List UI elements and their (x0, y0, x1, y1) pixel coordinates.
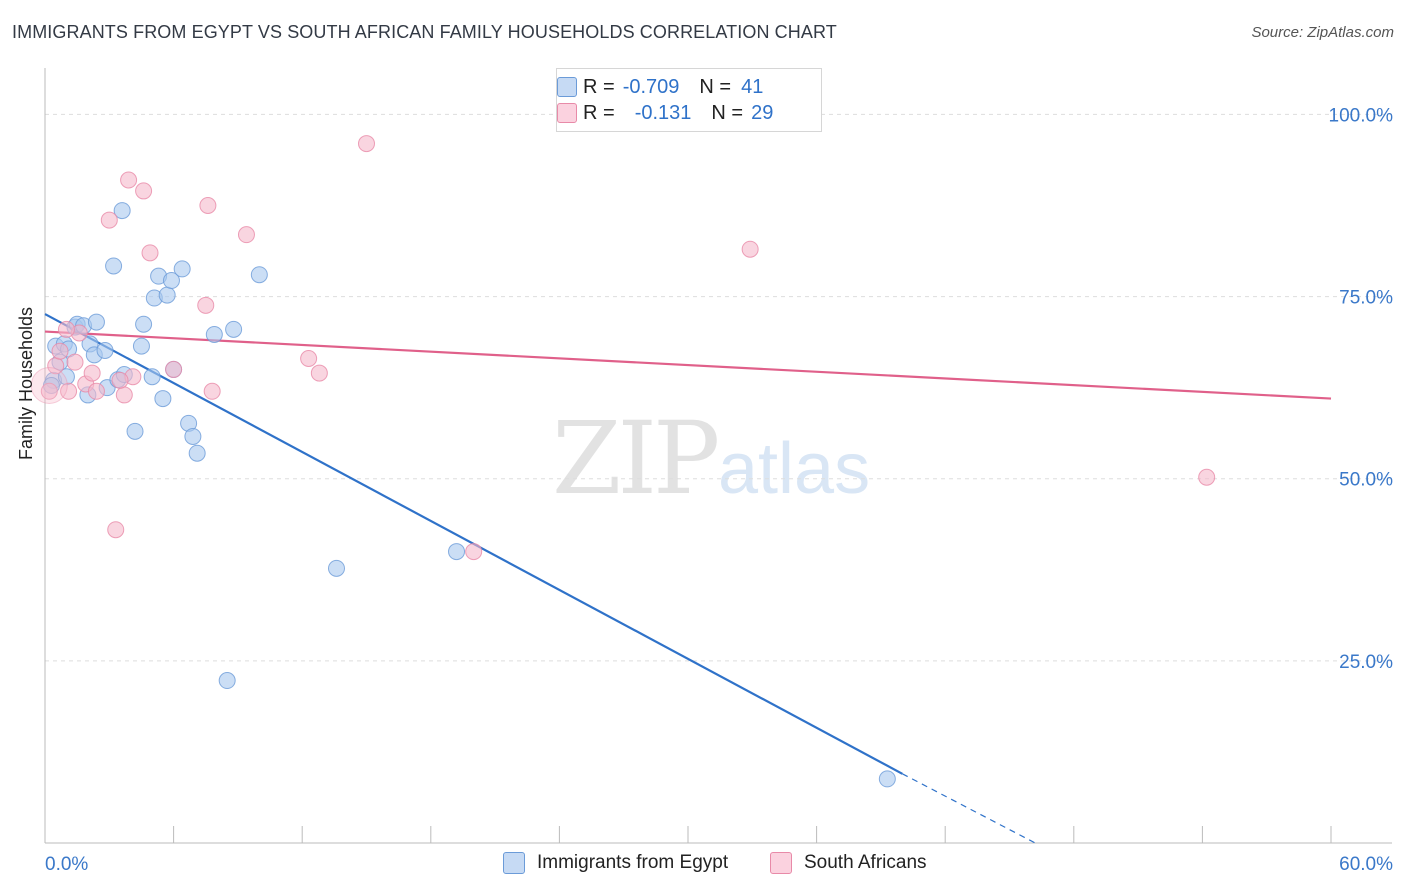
trend-line-egypt-extension (902, 773, 1036, 844)
point-south-african (51, 342, 69, 360)
point-egypt (205, 325, 223, 343)
point-egypt (154, 390, 172, 408)
watermark-zip: ZIP (552, 400, 720, 517)
y-tick-label: 100.0% (1329, 105, 1394, 126)
point-egypt (96, 341, 114, 359)
trend-layer (44, 313, 1332, 844)
point-egypt (105, 257, 123, 275)
chart-title: IMMIGRANTS FROM EGYPT VS SOUTH AFRICAN F… (12, 22, 837, 42)
point-egypt (126, 422, 144, 440)
legend-row-egypt: R = -0.709 N = 41 (557, 75, 764, 99)
point-south-african (66, 353, 84, 371)
point-egypt (250, 266, 268, 284)
point-egypt (162, 272, 180, 290)
y-tick-label: 25.0% (1339, 652, 1393, 673)
point-south-african (60, 382, 78, 400)
source-label: Source: ZipAtlas.com (1251, 24, 1394, 41)
point-egypt (135, 315, 153, 333)
point-layer (30, 135, 1216, 788)
watermark-atlas: atlas (718, 429, 871, 509)
legend-item-south-african: South Africans (770, 852, 927, 874)
legend-r-label: R = (583, 101, 615, 124)
trend-line-south-african (44, 330, 1332, 400)
point-south-african (741, 240, 759, 258)
legend-label-south-african: South Africans (804, 852, 927, 873)
x-tick-label: 0.0% (45, 854, 88, 875)
point-south-african (111, 371, 129, 389)
legend-n-value: 41 (741, 75, 764, 98)
legend-swatch-egypt (503, 852, 525, 874)
y-tick-label: 75.0% (1339, 288, 1393, 309)
point-egypt (225, 320, 243, 338)
point-south-african (83, 364, 101, 382)
point-south-african (197, 296, 215, 314)
point-cluster (30, 366, 68, 404)
legend-swatch-south-african (770, 852, 792, 874)
legend-swatch-south-african (557, 103, 577, 123)
legend-r-value: -0.131 (634, 101, 692, 124)
point-south-african (203, 382, 221, 400)
axis-layer (44, 68, 1392, 844)
legend-item-egypt: Immigrants from Egypt (503, 852, 728, 874)
point-egypt (878, 770, 896, 788)
point-egypt (218, 672, 236, 690)
point-south-african (135, 182, 153, 200)
point-south-african (358, 135, 375, 153)
point-egypt (188, 444, 206, 462)
y-axis-label: Family Households (16, 306, 36, 460)
legend-n-value: 29 (751, 101, 774, 124)
point-egypt (448, 543, 466, 561)
legend-n-label: N = (699, 75, 732, 98)
legend-n-label: N = (711, 101, 744, 124)
stats-legend: R = -0.709 N = 41 R = -0.131 N = 29 (556, 68, 822, 132)
point-egypt (158, 286, 176, 304)
legend-swatch-egypt (557, 77, 577, 97)
point-south-african (141, 244, 159, 262)
point-south-african (100, 211, 118, 229)
point-egypt (173, 260, 191, 278)
point-egypt (87, 313, 105, 331)
point-egypt (143, 368, 161, 386)
point-south-african (57, 320, 75, 338)
grid-layer (45, 113, 1392, 662)
point-south-african (199, 197, 217, 214)
point-south-african (310, 364, 328, 382)
point-south-african (87, 382, 105, 400)
point-egypt (132, 337, 150, 355)
label-layer: 25.0% 50.0% 75.0% 100.0% 0.0% 60.0% (45, 105, 1393, 875)
point-south-african (115, 386, 133, 404)
point-south-african (40, 382, 58, 400)
point-south-african (107, 521, 125, 539)
point-south-african (120, 171, 138, 189)
y-tick-label: 50.0% (1339, 470, 1393, 491)
point-egypt (327, 559, 345, 577)
legend-r-value: -0.709 (622, 75, 680, 98)
point-south-african (165, 360, 183, 378)
point-south-african (300, 350, 318, 367)
point-egypt (184, 427, 202, 445)
point-south-african (237, 226, 255, 244)
point-egypt (113, 202, 131, 220)
point-south-african (1198, 468, 1216, 486)
point-south-african (465, 543, 483, 561)
x-tick-label: 60.0% (1339, 854, 1393, 875)
legend-r-label: R = (583, 75, 615, 98)
legend-label-egypt: Immigrants from Egypt (537, 852, 729, 873)
legend-row-south-african: R = -0.131 N = 29 (557, 101, 774, 125)
